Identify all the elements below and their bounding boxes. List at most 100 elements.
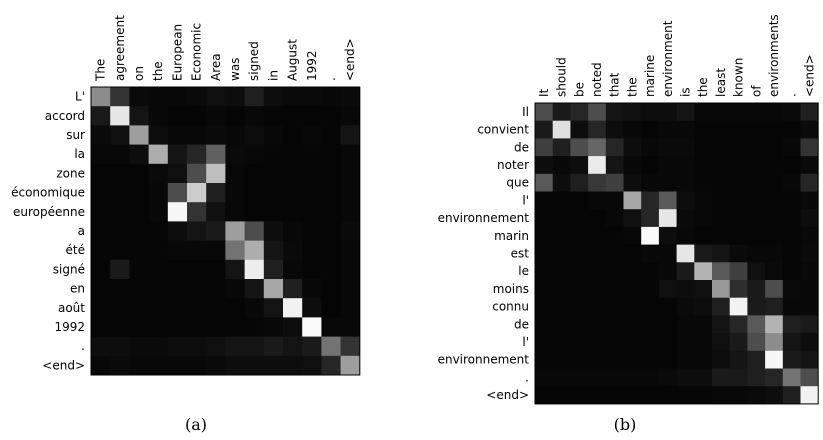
heatmap-cell bbox=[206, 221, 226, 241]
heatmap-cell bbox=[765, 386, 784, 405]
x-tick-label: of bbox=[749, 85, 763, 97]
heatmap-cell bbox=[588, 333, 607, 352]
heatmap-cell bbox=[729, 173, 748, 192]
heatmap-cell bbox=[263, 106, 284, 126]
heatmap-cell bbox=[729, 244, 748, 263]
heatmap-cell bbox=[535, 191, 553, 210]
heatmap-cell bbox=[800, 173, 819, 192]
heatmap-cell bbox=[641, 209, 660, 228]
heatmap-cell bbox=[747, 209, 766, 228]
heatmap-cell bbox=[658, 368, 677, 387]
heatmap-cell bbox=[623, 262, 642, 281]
heatmap-cell bbox=[167, 183, 188, 203]
x-tick-label: should bbox=[555, 57, 569, 97]
heatmap-cell bbox=[712, 333, 730, 352]
heatmap-cell bbox=[552, 386, 571, 405]
heatmap-cell bbox=[676, 350, 695, 369]
heatmap-cell bbox=[110, 87, 130, 107]
heatmap-cell bbox=[552, 333, 571, 352]
heatmap-cell bbox=[658, 297, 677, 316]
heatmap-cell bbox=[694, 350, 713, 369]
heatmap-cell bbox=[641, 191, 660, 210]
heatmap-cell bbox=[800, 262, 819, 281]
heatmap-cell bbox=[283, 183, 303, 203]
heatmap-cell bbox=[263, 125, 284, 145]
y-tick-label: de bbox=[514, 317, 529, 331]
heatmap-cell bbox=[110, 221, 130, 241]
heatmap-cell bbox=[623, 280, 642, 298]
heatmap-cell bbox=[91, 221, 111, 241]
heatmap-cell bbox=[552, 280, 571, 298]
heatmap-cell bbox=[605, 138, 624, 157]
heatmap-cell bbox=[712, 103, 730, 121]
x-tick-label: signed bbox=[247, 41, 261, 81]
heatmap-cell bbox=[694, 209, 713, 228]
heatmap-cell bbox=[263, 298, 284, 318]
heatmap-cell bbox=[712, 191, 730, 210]
heatmap-cell bbox=[225, 144, 245, 165]
x-tick-label: <end> bbox=[343, 38, 357, 81]
heatmap-cell bbox=[263, 144, 284, 165]
heatmap-cell bbox=[800, 333, 819, 352]
heatmap-cell bbox=[148, 259, 169, 280]
x-tick-label: 1992 bbox=[305, 50, 319, 81]
subfigure-caption: (a) bbox=[185, 415, 207, 434]
heatmap-cell bbox=[187, 221, 207, 241]
heatmap-cell bbox=[747, 386, 766, 405]
heatmap-cell bbox=[110, 144, 130, 165]
heatmap-cell bbox=[729, 156, 748, 175]
heatmap-cell bbox=[747, 315, 766, 334]
heatmap-cell bbox=[110, 279, 130, 299]
heatmap-cell bbox=[623, 156, 642, 175]
heatmap-cell bbox=[321, 106, 341, 126]
heatmap-cell bbox=[167, 317, 188, 337]
heatmap-cell bbox=[765, 280, 784, 298]
heatmap-cell bbox=[244, 87, 265, 107]
heatmap-cell bbox=[658, 333, 677, 352]
heatmap-cell bbox=[187, 183, 207, 203]
heatmap-cell bbox=[658, 173, 677, 192]
heatmap-cell bbox=[535, 350, 553, 369]
heatmap-cell bbox=[302, 298, 322, 318]
x-tick-label: least bbox=[714, 68, 728, 97]
heatmap-cell bbox=[283, 240, 303, 261]
heatmap-cell bbox=[588, 350, 607, 369]
heatmap-cell bbox=[225, 317, 245, 337]
heatmap-cell bbox=[694, 262, 713, 281]
heatmap-cell bbox=[535, 368, 553, 387]
heatmap-cell bbox=[641, 173, 660, 192]
heatmap-cell bbox=[91, 259, 111, 280]
heatmap-cell bbox=[321, 87, 341, 107]
heatmap-cell bbox=[129, 298, 149, 318]
heatmap-cell bbox=[302, 336, 322, 357]
heatmap-cell bbox=[129, 279, 149, 299]
heatmap-cell bbox=[187, 163, 207, 184]
heatmap-cell bbox=[570, 280, 589, 298]
x-tick-label: European bbox=[170, 24, 184, 81]
heatmap-cell bbox=[167, 144, 188, 165]
heatmap-cell bbox=[91, 163, 111, 184]
heatmap-cell bbox=[800, 191, 819, 210]
heatmap-cell bbox=[747, 280, 766, 298]
y-tick-label: la bbox=[74, 147, 85, 161]
heatmap-cell bbox=[535, 138, 553, 157]
heatmap-cell bbox=[552, 103, 571, 121]
heatmap-cell bbox=[641, 368, 660, 387]
heatmap-cell bbox=[729, 138, 748, 157]
heatmap-cell bbox=[167, 163, 188, 184]
heatmap-cell bbox=[129, 144, 149, 165]
heatmap-cell bbox=[244, 163, 265, 184]
heatmap-cell bbox=[302, 317, 322, 337]
heatmap-cell bbox=[570, 244, 589, 263]
y-tick-label: zone bbox=[56, 166, 85, 180]
heatmap-cell bbox=[641, 156, 660, 175]
heatmap-cell bbox=[302, 144, 322, 165]
heatmap-cell bbox=[605, 350, 624, 369]
heatmap-cell bbox=[244, 221, 265, 241]
y-tick-label: <end> bbox=[486, 388, 529, 402]
heatmap-cell bbox=[658, 120, 677, 139]
heatmap-cell bbox=[782, 226, 801, 245]
heatmap-cell bbox=[694, 333, 713, 352]
heatmap-cell bbox=[91, 144, 111, 165]
heatmap-cell bbox=[340, 279, 361, 299]
